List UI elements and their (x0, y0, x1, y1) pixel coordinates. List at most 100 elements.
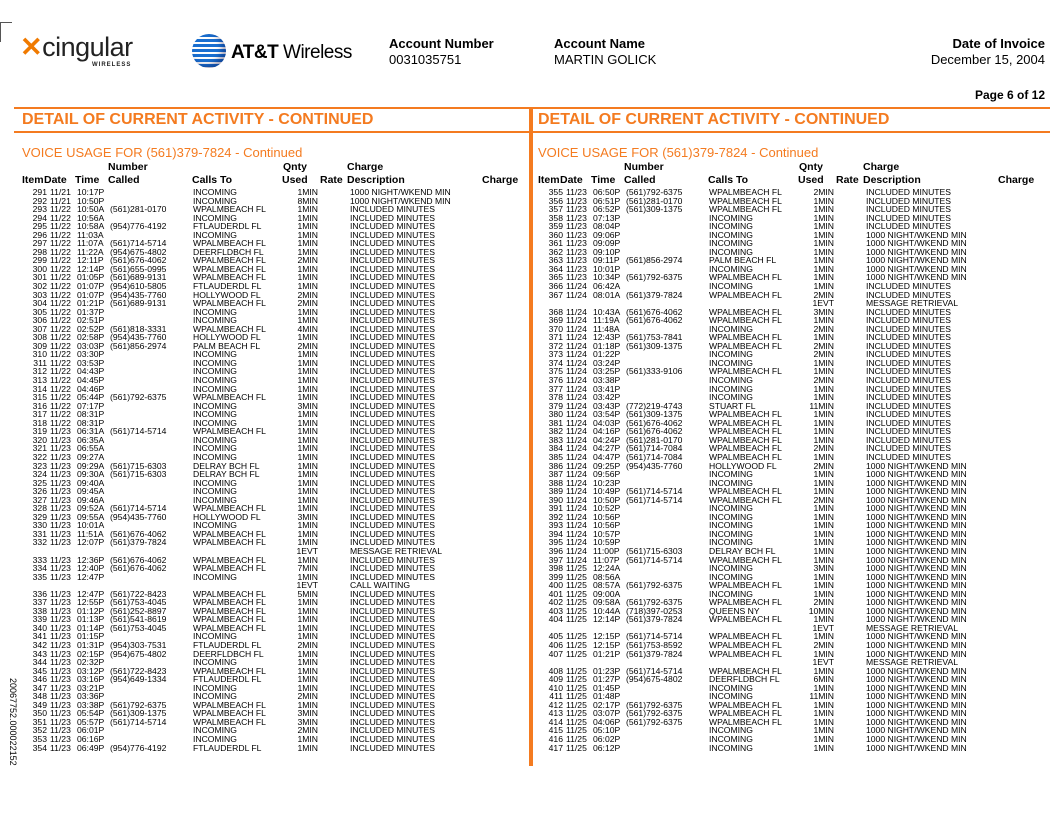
call-date: 11/22 (50, 349, 71, 360)
calls-to: PALM BEACH FL (709, 255, 777, 266)
qty-used: 11MIN (809, 691, 834, 702)
call-row: 390 11/24 10:50P (561)714-5714 WPALMBEACH FL… (536, 496, 1036, 505)
call-date: 11/23 (50, 554, 71, 565)
att-wordmark: AT&T (231, 42, 279, 63)
number-called: (561)714-7084 (626, 443, 683, 454)
charge-description: INCLUDED MINUTES (350, 383, 435, 394)
item-number: 407 (548, 648, 563, 659)
cingular-wordmark: cingular (42, 32, 133, 62)
calls-to: WPALMBEACH FL (193, 665, 266, 676)
qty-used: 1MIN (297, 486, 318, 497)
item-number: 369 (548, 315, 563, 326)
call-row: 376 11/24 03:38P INCOMING 2MIN INCLUDED MINUT… (536, 376, 1036, 385)
call-row: 304 11/22 01:21P (561)689-9131 WPALMBEACH FL… (20, 299, 520, 308)
item-number: 365 (548, 272, 563, 283)
item-number: 294 (32, 212, 47, 223)
call-row: 317 11/22 08:31P INCOMING 1MIN INCLUDED MINUT… (20, 410, 520, 419)
calls-to: INCOMING (193, 434, 237, 445)
qty-used: 1MIN (297, 349, 318, 360)
item-number: 413 (548, 708, 563, 719)
call-row: 410 11/25 01:45P INCOMING 1MIN 1000 NIGHT/WKE… (536, 684, 1036, 693)
number-called: (561)676-4062 (626, 417, 683, 428)
call-date: 11/23 (50, 708, 71, 719)
charge-description: 1000 NIGHT/WKEND MIN (866, 734, 967, 744)
call-row: 311 11/22 03:53P INCOMING 1MIN INCLUDED MINUT… (20, 359, 520, 368)
call-date: 11/22 (50, 289, 71, 300)
call-date: 11/25 (566, 691, 587, 702)
call-time: 12:55P (77, 597, 105, 608)
item-number: 348 (32, 691, 47, 702)
call-row: 328 11/23 09:52A (561)714-5714 WPALMBEACH FL… (20, 504, 520, 513)
qty-used: 1MIN (813, 383, 834, 394)
call-time: 10:44A (593, 605, 621, 616)
calls-to: WPALMBEACH FL (709, 614, 782, 625)
item-number: 379 (548, 400, 563, 411)
qty-used: 1MIN (297, 571, 318, 582)
call-row: 305 11/22 01:37P INCOMING 1MIN INCLUDED MINUT… (20, 308, 520, 317)
number-called: (561)715-6303 (110, 460, 167, 471)
call-time: 11:51A (77, 528, 104, 539)
charge-description: INCLUDED MINUTES (866, 281, 951, 292)
number-called: (561)714-7084 (626, 451, 683, 462)
call-date: 11/24 (566, 554, 587, 565)
qty-used: 1MIN (813, 315, 834, 326)
invoice-date-label: Date of Invoice (952, 36, 1045, 51)
charge-description: 1000 NIGHT/WKEND MIN (866, 639, 967, 650)
calls-to: WPALMBEACH FL (709, 648, 782, 659)
call-time: 05:10P (593, 725, 621, 736)
item-number: 297 (32, 238, 47, 249)
charge-description: INCLUDED MINUTES (866, 349, 951, 360)
call-time: 03:53P (77, 357, 105, 368)
call-row: 322 11/23 09:27A INCOMING 1MIN INCLUDED MINUT… (20, 453, 520, 462)
qty-used: 1MIN (297, 597, 318, 608)
call-row: 303 11/22 01:07P (954)435-7760 HOLLYWOOD FL 2… (20, 289, 520, 300)
call-time: 01:23P (593, 665, 621, 676)
call-row: 409 11/25 01:27P (954)675-4802 DEERFLDBCH FL… (536, 675, 1036, 684)
call-time: 10:23P (593, 477, 621, 488)
call-row: 413 11/25 03:07P (561)792-6375 WPALMBEACH FL… (536, 709, 1036, 718)
qty-used: 3MIN (813, 306, 834, 317)
charge-description: INCLUDED MINUTES (350, 460, 435, 471)
call-date: 11/22 (50, 263, 71, 274)
call-row: 373 11/24 01:22P INCOMING 2MIN INCLUDED MINUT… (536, 350, 1036, 359)
call-time: 03:38P (77, 699, 105, 710)
charge-description: INCLUDED MINUTES (350, 469, 435, 480)
qty-used: 1EVT (812, 298, 835, 309)
call-row: 341 11/23 01:15P INCOMING 1MIN INCLUDED MINUT… (20, 632, 520, 641)
calls-to: INCOMING (709, 221, 753, 232)
qty-used: 1MIN (813, 554, 834, 565)
call-row: 337 11/23 12:55P (561)753-4045 WPALMBEACH FL… (20, 598, 520, 607)
item-number: 307 (32, 323, 47, 334)
call-time: 03:36P (77, 691, 105, 702)
call-row: 367 11/24 08:01A (561)379-7824 WPALMBEACH FL… (536, 290, 1036, 300)
call-date: 11/22 (50, 392, 71, 403)
qty-used: 1MIN (297, 409, 318, 420)
left-col-charge: Charge (482, 174, 519, 186)
calls-to: WPALMBEACH FL (709, 417, 782, 428)
charge-description: INCLUDED MINUTES (866, 212, 951, 223)
qty-used: 1MIN (297, 281, 318, 292)
item-number: 344 (32, 657, 47, 668)
call-time: 02:51P (77, 315, 105, 326)
call-date: 11/22 (50, 212, 71, 223)
qty-used: 1MIN (297, 631, 318, 642)
call-row: 308 11/22 02:58P (954)435-7760 HOLLYWOOD FL 1… (20, 333, 520, 342)
call-time: 09:06P (593, 229, 621, 240)
item-number: 383 (548, 434, 563, 445)
call-row: 342 11/23 01:31P (954)303-7531 FTLAUDERDL FL… (20, 641, 520, 650)
call-time: 10:43A (593, 306, 621, 317)
call-time: 12:07P (77, 537, 105, 548)
call-date: 11/23 (50, 511, 71, 522)
item-number: 306 (32, 315, 47, 326)
charge-description: INCLUDED MINUTES (350, 263, 435, 274)
left-col-calls-to: Calls To (192, 174, 233, 186)
number-called: (561)714-5714 (110, 238, 167, 249)
call-date: 11/24 (566, 451, 587, 462)
calls-to: INCOMING (709, 357, 753, 368)
call-row: 323 11/23 09:29A (561)715-6303 DELRAY BCH FL… (20, 460, 520, 471)
number-called: (561)722-8423 (110, 588, 167, 599)
number-called: (561)714-5714 (110, 716, 167, 727)
charge-description: INCLUDED MINUTES (350, 323, 435, 334)
call-time: 06:35A (77, 434, 105, 445)
qty-used: 1MIN (813, 417, 834, 428)
